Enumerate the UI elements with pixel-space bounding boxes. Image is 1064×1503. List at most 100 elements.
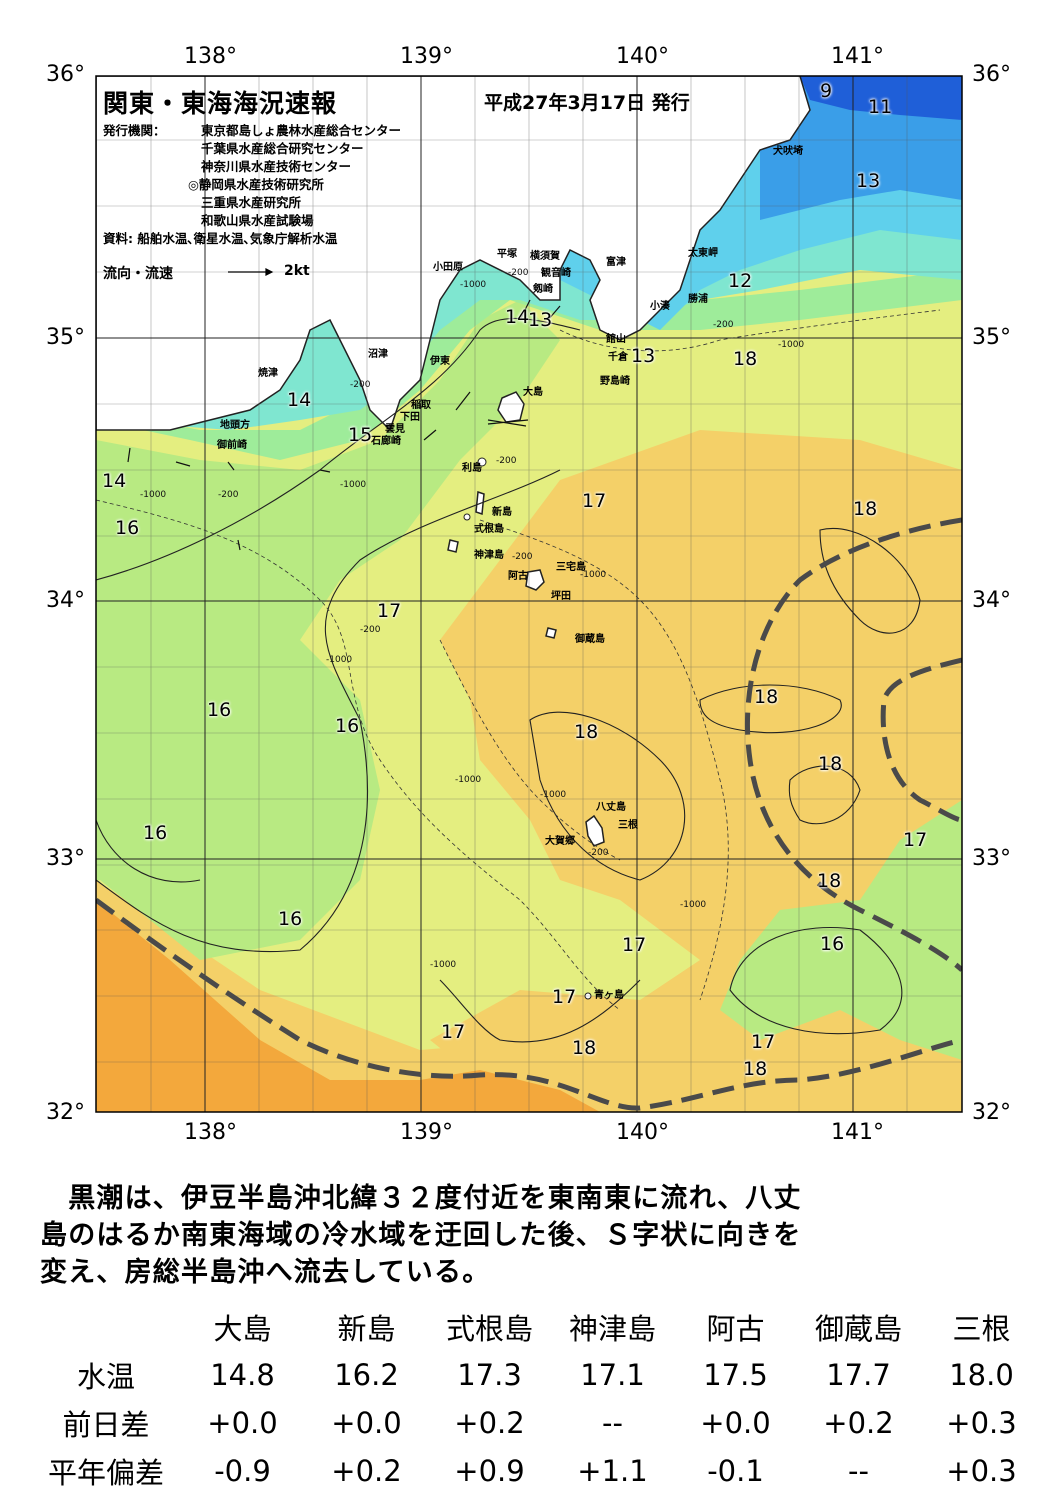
lon-label-top: 141° [831,44,884,69]
depth-label: -200 [496,456,517,466]
depth-label: -200 [512,552,533,562]
depth-label: -200 [350,380,371,390]
island-toshima [477,457,487,467]
lat-label-left: 33° [46,846,85,871]
table-cell: 17.3 [457,1358,522,1392]
publisher-label: 発行機関： [103,123,166,138]
temp-label: 13 [631,345,656,367]
table-cell: -0.9 [214,1454,271,1488]
place-name: 新島 [492,507,512,518]
temp-label: 9 [820,80,833,102]
depth-label: -1000 [326,655,353,665]
temp-label: 13 [856,170,881,192]
temp-label: 15 [348,424,373,446]
place-name: 大賀郷 [545,836,575,847]
lon-label-bottom: 141° [831,1120,884,1145]
table-cell: 14.8 [210,1358,275,1392]
zone-9 [800,76,962,120]
depth-label: -200 [713,320,734,330]
place-name: 剱崎 [533,284,553,295]
island-mikurajima [545,627,557,639]
temp-label: 16 [143,822,168,844]
temp-label: 18 [572,1037,597,1059]
depth-label: -200 [588,848,609,858]
place-name: 御蔵島 [575,634,605,645]
lat-label-left: 36° [46,62,85,87]
island-miyakejima [525,569,545,591]
temp-label: 18 [754,686,779,708]
place-name: 雲見 [385,424,405,435]
depth-label: -1000 [430,960,457,970]
table-cell: 17.1 [580,1358,645,1392]
temp-label: 18 [818,753,843,775]
place-name: 勝浦 [688,294,708,305]
place-name: 石廊崎 [371,436,401,447]
place-name: 伊東 [430,356,450,367]
temp-label: 18 [853,498,878,520]
publisher-lead: ◎静岡県水産技術研究所 [188,177,324,192]
zone-19-sw [96,900,600,1112]
lat-label-left: 35° [46,325,85,350]
current-arrows [127,299,561,551]
row-label: 水温 [76,1360,135,1394]
place-name: 神津島 [474,550,504,561]
depth-label: -1000 [540,790,567,800]
table-cell: +0.2 [823,1406,894,1440]
row-label: 平年偏差 [47,1456,164,1490]
table-cell: -- [848,1454,869,1488]
temp-label: 17 [751,1031,776,1053]
temp-label: 17 [903,829,928,851]
place-name: 青ヶ島 [594,990,624,1001]
table-cell: +0.3 [946,1454,1017,1488]
temp-label: 16 [115,517,140,539]
place-name: 大島 [523,387,543,398]
map-frame [95,75,963,1113]
lat-label-left: 34° [46,588,85,613]
temp-label: 17 [441,1021,466,1043]
place-name: 観音崎 [541,268,571,279]
summary-text: 黒潮は、伊豆半島沖北緯３２度付近を東南東に流れ、八丈 島のはるか南東海域の冷水域… [40,1183,802,1288]
place-name: 下田 [400,412,420,423]
lon-label-bottom: 138° [184,1120,237,1145]
place-name: 犬吠埼 [773,146,803,157]
temp-label: 14 [102,470,127,492]
temp-label: 11 [868,96,893,118]
depth-label: -1000 [580,570,607,580]
publisher: 三重県水産研究所 [201,195,302,210]
depth-label: -1000 [140,490,167,500]
place-name: 太東岬 [688,248,718,259]
place-name: 稲取 [411,400,431,411]
column-header: 御蔵島 [814,1312,902,1346]
temp-label: 13 [528,309,553,331]
temp-label: 17 [377,600,402,622]
temp-label: 17 [582,490,607,512]
land-kanto [96,76,811,432]
place-name: 三根 [618,820,638,831]
temp-label: 18 [817,870,842,892]
column-header: 式根島 [445,1312,533,1346]
table-cell: +0.9 [454,1454,525,1488]
temp-label: 16 [207,699,232,721]
depth-label: -1000 [455,775,482,785]
column-header: 大島 [213,1312,272,1346]
temp-label: 17 [622,934,647,956]
column-header: 三根 [952,1312,1011,1346]
temp-label: 14 [287,389,312,411]
table-row: 水温 14.8 16.2 17.3 17.1 17.5 17.7 18.0 [32,1351,1043,1399]
flow-scale-arrow [228,268,274,276]
place-name: 沼津 [368,349,388,360]
temp-label: 12 [728,270,753,292]
table-cell: +0.0 [700,1406,771,1440]
place-name: 三宅島 [556,562,586,573]
lat-label-right: 36° [972,62,1011,87]
place-name: 坪田 [551,591,571,602]
publisher: 和歌山県水産試験場 [201,213,314,228]
island-hachijojima [585,814,605,847]
table-cell: 16.2 [334,1358,399,1392]
depth-label: -200 [218,490,239,500]
lat-label-right: 33° [972,846,1011,871]
table-cell: -0.1 [707,1454,764,1488]
lat-label-right: 34° [972,588,1011,613]
publisher: 千葉県水産総合研究センター [201,141,364,156]
table-cell: +0.0 [207,1406,278,1440]
